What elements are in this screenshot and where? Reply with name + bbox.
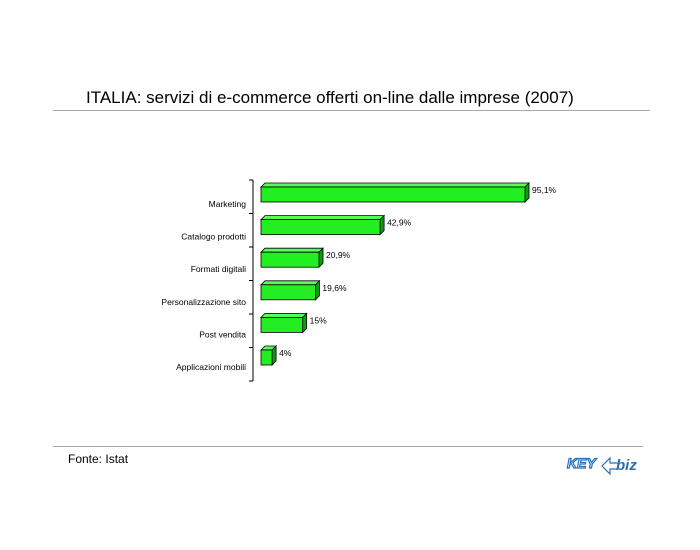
- bar-side-face: [315, 279, 320, 301]
- bar: [260, 219, 381, 236]
- category-label: Personalizzazione sito: [161, 297, 246, 307]
- bar: [260, 284, 316, 301]
- footer-divider: [53, 446, 643, 447]
- logo-biz-text: biz: [616, 457, 637, 474]
- bar: [260, 316, 304, 333]
- value-label: 20,9%: [326, 250, 351, 260]
- value-label: 95,1%: [532, 185, 557, 195]
- bar: [260, 251, 320, 268]
- category-label: Post vendita: [199, 329, 246, 339]
- bar-top-face: [260, 182, 530, 188]
- key4biz-logo: KEY biz: [566, 454, 637, 476]
- category-label: Marketing: [209, 199, 247, 209]
- logo-key-text: KEY: [567, 455, 597, 471]
- bar-top-face: [260, 312, 308, 318]
- bar-top-face: [260, 215, 386, 221]
- bar-top-face: [260, 247, 324, 253]
- bar-side-face: [379, 214, 385, 236]
- value-label: 4%: [279, 348, 292, 358]
- bar-side-face: [524, 182, 530, 203]
- page-title: ITALIA: servizi di e-commerce offerti on…: [86, 88, 574, 107]
- category-label: Catalogo prodotti: [181, 232, 246, 242]
- bar-side-face: [271, 345, 277, 366]
- bar: [260, 349, 273, 366]
- title-divider: [53, 110, 650, 111]
- source-note: Fonte: Istat: [68, 452, 129, 466]
- bar-side-face: [318, 247, 324, 269]
- category-label: Applicazioni mobili: [176, 362, 246, 372]
- bar: [260, 186, 526, 203]
- value-label: 42,9%: [387, 218, 412, 228]
- logo-arrow-icon: [601, 456, 619, 476]
- bar-top-face: [260, 280, 321, 286]
- value-label: 19,6%: [322, 283, 347, 293]
- category-label: Formati digitali: [191, 264, 246, 274]
- bar-side-face: [302, 312, 308, 334]
- value-label: 15%: [310, 315, 327, 325]
